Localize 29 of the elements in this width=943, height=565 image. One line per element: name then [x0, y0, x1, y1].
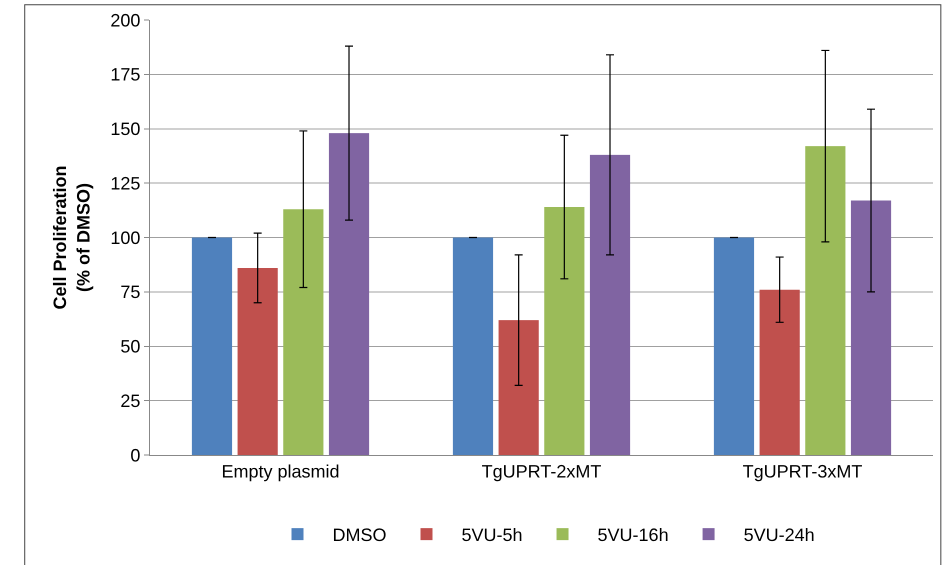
- bar: [714, 238, 754, 455]
- bar: [760, 290, 800, 455]
- y-tick-label: 125: [110, 173, 140, 194]
- bar: [283, 209, 324, 455]
- y-tick-label: 175: [110, 64, 140, 85]
- legend-label: 5VU-24h: [744, 525, 815, 546]
- legend-label: 5VU-16h: [598, 525, 669, 546]
- bar: [590, 154, 630, 455]
- legend-label: DMSO: [332, 525, 386, 546]
- y-tick-label: 200: [110, 10, 140, 30]
- y-axis-title: Cell Proliferation (% of DMSO): [50, 165, 94, 310]
- bar: [328, 133, 370, 455]
- y-tick-label: 75: [120, 282, 140, 302]
- bar: [544, 207, 584, 455]
- x-tick-label: Empty plasmid: [221, 462, 340, 482]
- x-tick-label: TgUPRT-3xMT: [742, 462, 862, 482]
- bar: [498, 320, 539, 455]
- bar: [805, 146, 846, 455]
- y-tick-label: 0: [130, 445, 140, 466]
- bar: [850, 200, 892, 455]
- bar: [238, 268, 278, 455]
- y-tick-label: 150: [110, 119, 140, 140]
- y-tick-label: 100: [110, 228, 140, 248]
- x-tick-label: TgUPRT-2xMT: [482, 462, 602, 482]
- bar: [192, 238, 232, 455]
- y-tick-label: 25: [120, 390, 140, 411]
- y-tick-label: 50: [120, 336, 140, 357]
- legend-label: 5VU-5h: [462, 525, 523, 546]
- bar: [452, 238, 494, 455]
